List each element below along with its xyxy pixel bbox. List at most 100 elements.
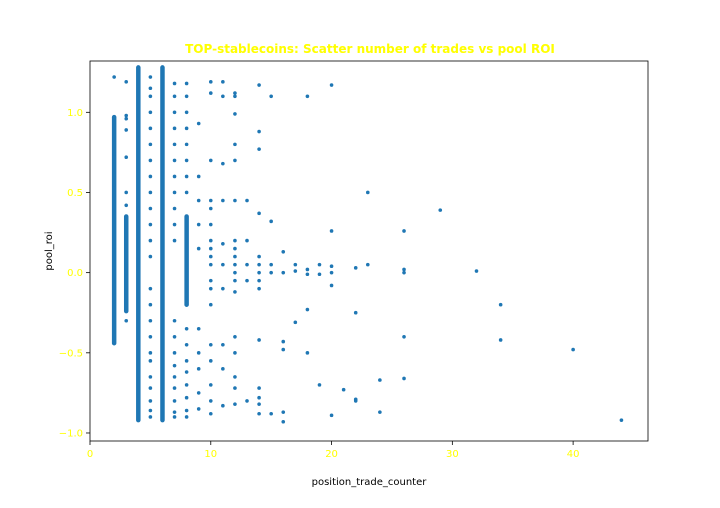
scatter-point [172, 158, 177, 163]
scatter-point [281, 410, 286, 414]
plot-frame [89, 60, 649, 442]
scatter-point [112, 152, 116, 156]
scatter-point [184, 395, 189, 400]
scatter-point [438, 208, 443, 212]
scatter-point [257, 270, 261, 275]
scatter-point [184, 142, 189, 147]
scatter-point [208, 238, 213, 243]
scatter-point [221, 80, 225, 84]
scatter-point [257, 386, 261, 390]
scatter-point [184, 408, 189, 413]
scatter-point [148, 254, 153, 259]
scatter-point [208, 158, 213, 163]
x-tick-label: 40 [567, 449, 580, 460]
scatter-point [402, 270, 406, 275]
y-axis-label: pool_roi [44, 231, 55, 270]
y-tick-label: −0.5 [59, 348, 83, 359]
scatter-point [329, 229, 334, 233]
scatter-point [257, 338, 261, 342]
scatter-point [233, 112, 237, 116]
scatter-point [257, 395, 261, 400]
scatter-point [329, 283, 334, 288]
scatter-point [233, 94, 237, 99]
scatter-point [221, 198, 225, 203]
x-tick-label: 10 [204, 449, 217, 460]
scatter-point [365, 262, 370, 267]
scatter-point [619, 418, 624, 422]
scatter-point [196, 351, 201, 355]
scatter-point [305, 307, 310, 312]
scatter-point [269, 262, 273, 267]
scatter-point [196, 391, 201, 395]
scatter-point [172, 399, 177, 403]
scatter-point [329, 270, 334, 275]
x-tick-label: 20 [325, 449, 338, 460]
scatter-point [402, 376, 406, 381]
scatter-point [148, 408, 153, 413]
scatter-point [184, 383, 189, 387]
scatter-point [112, 171, 116, 176]
scatter-point [305, 94, 310, 99]
scatter-point [184, 158, 189, 163]
scatter-point [172, 351, 177, 355]
scatter-point [245, 238, 249, 243]
scatter-point [112, 193, 116, 198]
scatter-point [208, 383, 213, 387]
scatter-point [233, 290, 237, 294]
scatter-point [208, 302, 213, 307]
scatter-point [148, 334, 153, 339]
scatter-point [341, 387, 346, 392]
scatter-point [329, 413, 334, 418]
scatter-point [124, 155, 129, 160]
scatter-point [124, 113, 129, 118]
scatter-point [148, 142, 153, 147]
scatter-point [257, 286, 261, 291]
scatter-point [196, 174, 201, 179]
scatter-point [172, 174, 177, 179]
scatter-point [245, 262, 249, 267]
scatter-point [281, 347, 286, 352]
scatter-point [305, 351, 310, 355]
scatter-point [233, 142, 237, 147]
scatter-point [233, 254, 237, 259]
scatter-point [221, 241, 225, 246]
scatter-point [329, 83, 334, 87]
scatter-point [281, 419, 286, 424]
scatter-point [208, 278, 213, 283]
scatter-point [208, 399, 213, 403]
scatter-point [112, 137, 116, 142]
scatter-point [257, 83, 261, 87]
scatter-point [172, 375, 177, 379]
scatter-point [305, 272, 310, 277]
scatter-point [172, 318, 177, 323]
scatter-point [172, 363, 177, 368]
points-layer [111, 65, 624, 424]
scatter-point [172, 94, 177, 99]
x-tick-label: 30 [446, 449, 459, 460]
scatter-point [196, 222, 201, 227]
y-axis-ticks: −1.0 −0.5 0.0 0.5 1.0 [59, 108, 90, 439]
scatter-point [148, 75, 153, 79]
scatter-point [184, 94, 189, 99]
scatter-point [221, 286, 225, 291]
scatter-point [148, 110, 153, 115]
scatter-point [257, 211, 261, 216]
scatter-point [233, 375, 237, 379]
scatter-point [148, 375, 153, 379]
scatter-point [293, 320, 298, 325]
scatter-point [172, 415, 177, 419]
scatter-point [353, 266, 358, 270]
scatter-point [172, 222, 177, 227]
scatter-point [184, 110, 189, 115]
scatter-point [221, 367, 225, 371]
scatter-point [208, 80, 213, 84]
scatter-point [184, 81, 189, 86]
scatter-point [148, 94, 153, 99]
scatter-point [196, 407, 201, 411]
scatter-point [184, 342, 189, 347]
scatter-point [124, 80, 129, 84]
y-tick-label: 1.0 [67, 108, 83, 119]
scatter-point [257, 254, 261, 259]
scatter-point [184, 370, 189, 374]
